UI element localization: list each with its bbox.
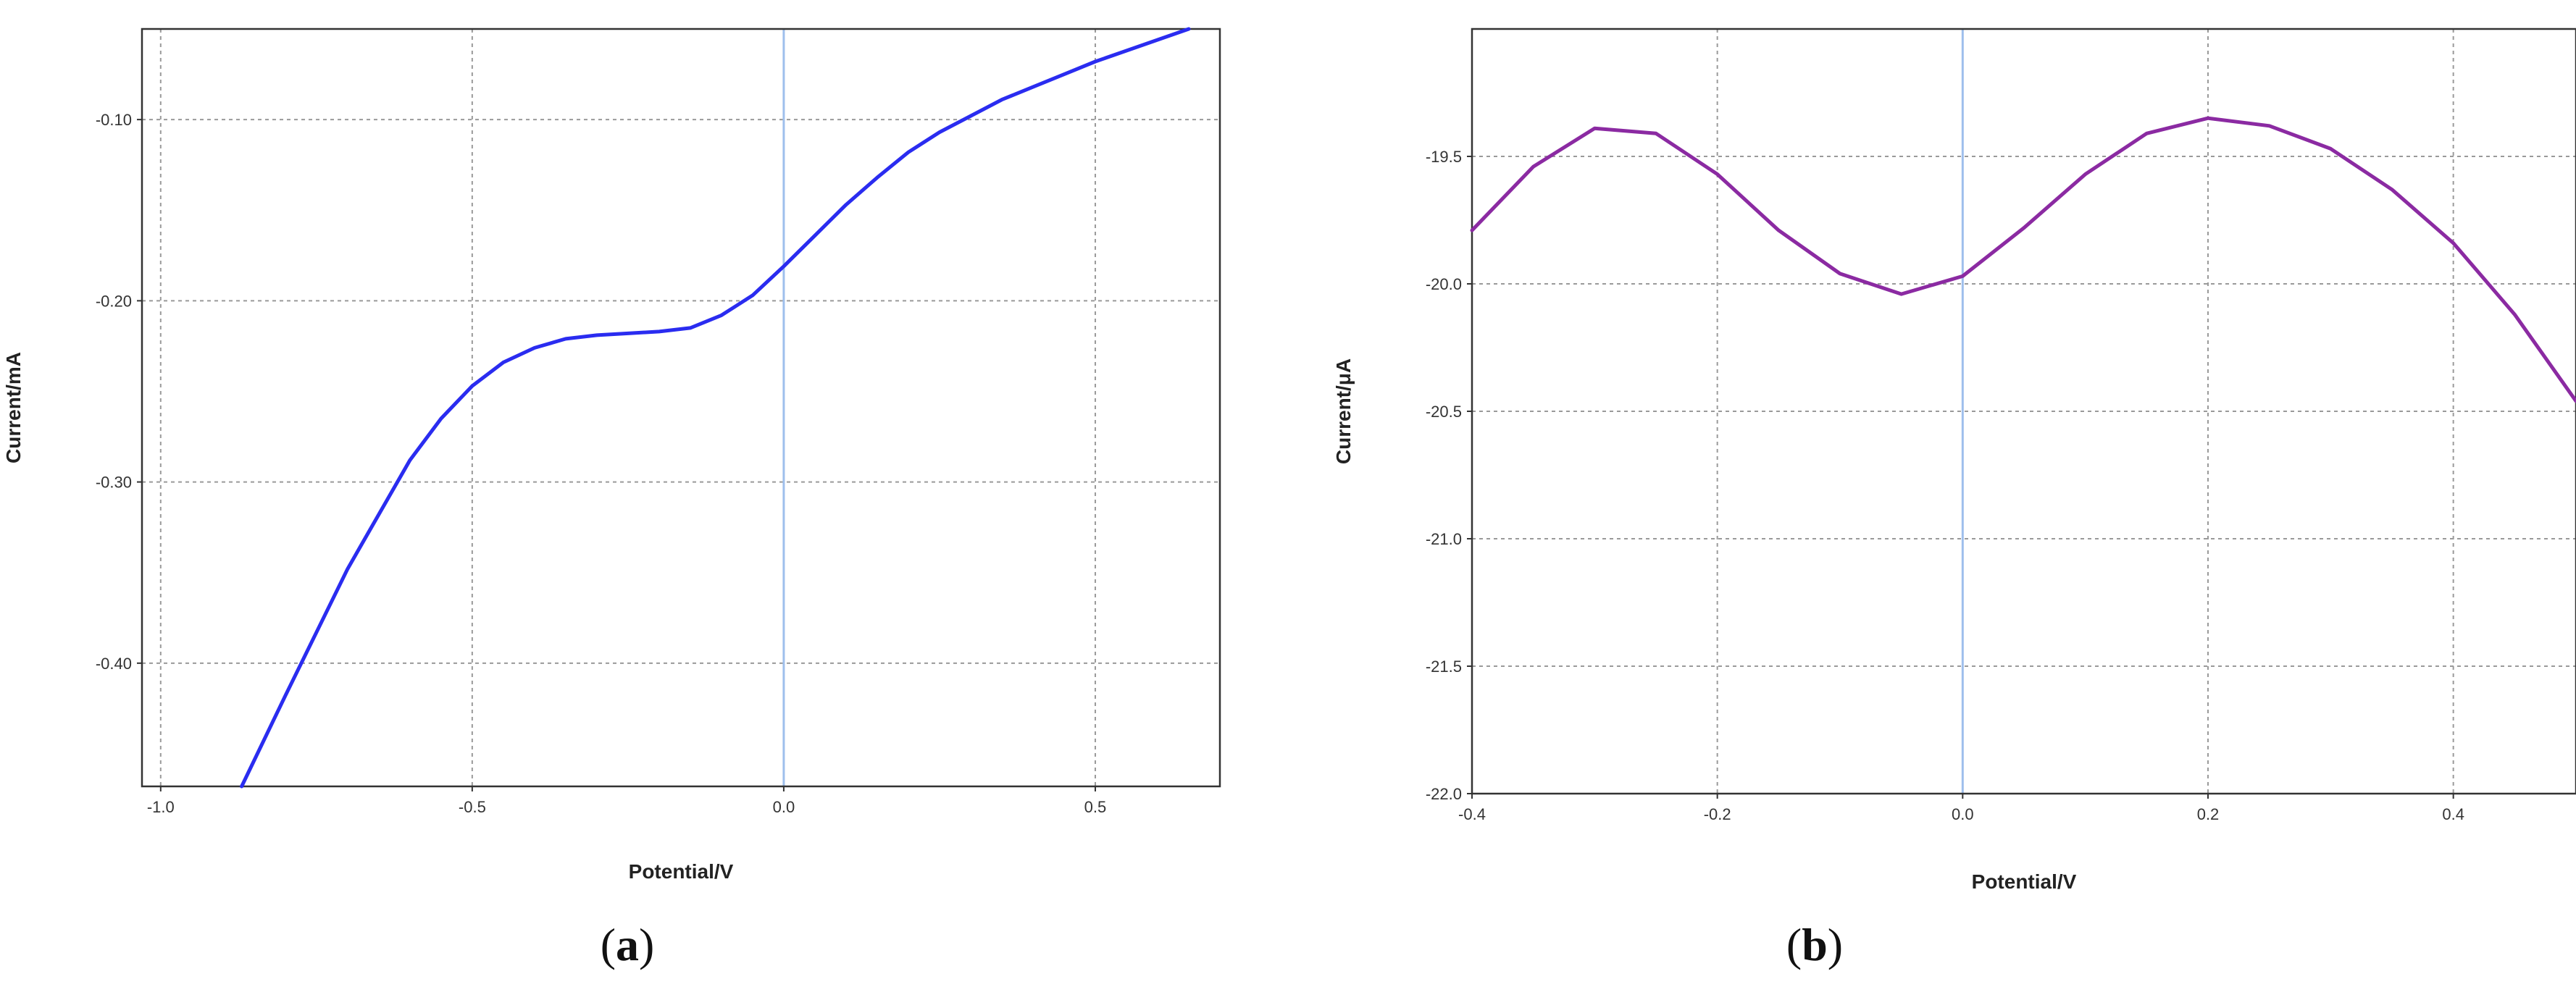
panel-label-a-close: ) <box>639 919 655 970</box>
x-tick-label-b-4: 0.4 <box>2442 805 2464 823</box>
x-tick-label-b-0: -0.4 <box>1458 805 1486 823</box>
x-tick-label-b-3: 0.2 <box>2197 805 2220 823</box>
series-line-a-0 <box>240 27 1191 789</box>
x-tick-label-b-2: 0.0 <box>1952 805 1974 823</box>
panel-label-b-open: ( <box>1786 919 1802 970</box>
series-line-b-0 <box>1470 116 2576 403</box>
chart-panel-b: -19.5 -20.0 -20.5 -21.0 -21.5 -22.0 -0.4 -0.2 0.… <box>1288 0 2576 1000</box>
plot-frame-a <box>141 28 1221 788</box>
panel-label-b-close: ) <box>1827 919 1844 970</box>
x-tick-label-b-1: -0.2 <box>1704 805 1731 823</box>
chart-panel-a: -0.10 -0.20 -0.30 -0.40 -1.0 -0.5 0.0 0.5 Potent… <box>2 27 1221 972</box>
panel-label-b-letter: b <box>1802 919 1828 970</box>
x-axis-title-a: Potential/V <box>629 860 734 883</box>
line-chart-b: -19.5 -20.0 -20.5 -21.0 -21.5 -22.0 -0.4 -0.2 0.… <box>1332 28 2576 893</box>
y-tick-label-a-3: -0.40 <box>96 655 132 673</box>
x-tick-label-a-1: -0.5 <box>459 798 486 816</box>
y-tick-label-a-0: -0.10 <box>96 111 132 129</box>
x-tick-label-a-3: 0.5 <box>1084 798 1107 816</box>
y-tick-label-b-3: -21.0 <box>1426 530 1462 548</box>
y-tick-label-b-0: -19.5 <box>1426 148 1462 166</box>
y-tick-label-b-4: -21.5 <box>1426 657 1462 676</box>
panel-label-b: (b) <box>1706 918 1923 972</box>
y-tick-label-b-2: -20.5 <box>1426 403 1462 421</box>
y-tick-label-b-1: -20.0 <box>1426 275 1462 293</box>
x-tick-label-a-2: 0.0 <box>773 798 795 816</box>
x-axis-title-b: Potential/V <box>1972 870 2077 893</box>
panel-label-a: (a) <box>519 918 736 972</box>
line-chart-a: -0.10 -0.20 -0.30 -0.40 -1.0 -0.5 0.0 0.5 Potent… <box>2 27 1221 883</box>
y-tick-label-a-1: -0.20 <box>96 292 132 310</box>
panel-label-a-letter: a <box>616 919 639 970</box>
y-tick-label-a-2: -0.30 <box>96 474 132 492</box>
y-tick-label-b-5: -22.0 <box>1426 785 1462 803</box>
panel-label-a-open: ( <box>600 919 616 970</box>
y-axis-title-b: Current/μA <box>1332 358 1355 464</box>
y-axis-title-a: Current/mA <box>2 352 25 463</box>
x-tick-label-a-0: -1.0 <box>147 798 175 816</box>
